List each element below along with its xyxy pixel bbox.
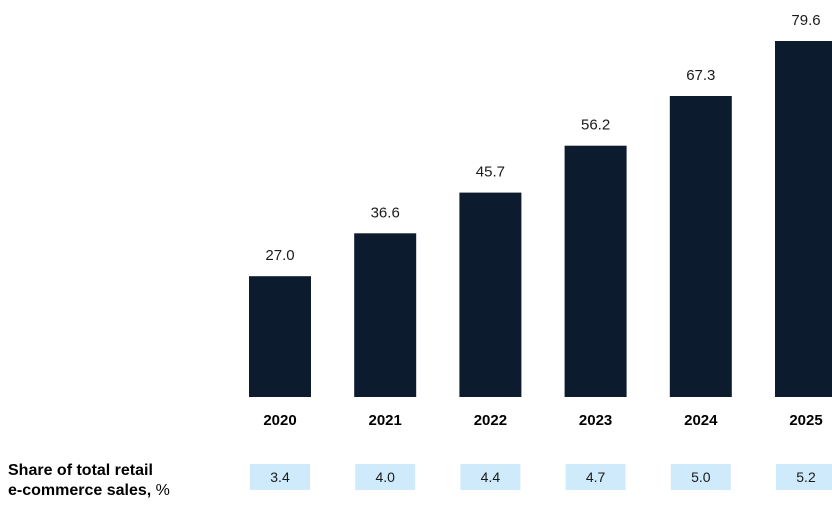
share-value-2020: 3.4 xyxy=(270,469,290,485)
share-value-2023: 4.7 xyxy=(586,469,606,485)
bar-2024 xyxy=(669,96,732,397)
value-label-2020: 27.0 xyxy=(265,247,294,264)
year-label-2025: 2025 xyxy=(789,412,822,429)
value-label-2023: 56.2 xyxy=(581,117,610,134)
year-label-2022: 2022 xyxy=(474,412,507,429)
share-box-2024 xyxy=(670,464,731,490)
share-box-2020 xyxy=(250,464,310,490)
value-label-2021: 36.6 xyxy=(371,204,400,221)
year-labels-layer: 2020 2021 2022 2023 2024 2025 xyxy=(263,412,822,429)
share-row-label-line1: Share of total retail xyxy=(8,462,153,479)
share-value-2022: 4.4 xyxy=(481,469,501,485)
bar-2023 xyxy=(564,145,627,397)
share-row-layer: 3.4 4.0 4.4 4.7 5.0 5.2 xyxy=(250,464,832,490)
year-label-2021: 2021 xyxy=(369,412,402,429)
year-label-2020: 2020 xyxy=(263,412,296,429)
value-label-2025: 79.6 xyxy=(791,12,820,29)
value-label-2024: 67.3 xyxy=(686,67,715,84)
share-value-2025: 5.2 xyxy=(796,469,816,485)
bar-2021 xyxy=(354,233,417,397)
share-value-2024: 5.0 xyxy=(691,469,711,485)
share-row-unit: % xyxy=(155,482,170,499)
year-label-2024: 2024 xyxy=(684,412,718,429)
bar-2020 xyxy=(249,276,311,397)
share-row-label-line2: e-commerce sales, % xyxy=(8,481,238,501)
value-label-2022: 45.7 xyxy=(476,164,505,181)
share-value-2021: 4.0 xyxy=(375,469,395,485)
share-box-2022 xyxy=(460,464,521,490)
year-label-2023: 2023 xyxy=(579,412,612,429)
bars-layer xyxy=(249,41,832,397)
share-box-2021 xyxy=(355,464,416,490)
bar-2025 xyxy=(775,41,832,397)
share-box-2023 xyxy=(565,464,626,490)
share-box-2025 xyxy=(776,464,832,490)
bar-2022 xyxy=(459,192,522,397)
share-row-label-line2-text: e-commerce sales, xyxy=(8,482,152,499)
value-labels-layer: 27.0 36.6 45.7 56.2 67.3 79.6 xyxy=(265,12,820,264)
share-row-label: Share of total retail e-commerce sales, … xyxy=(8,461,238,501)
